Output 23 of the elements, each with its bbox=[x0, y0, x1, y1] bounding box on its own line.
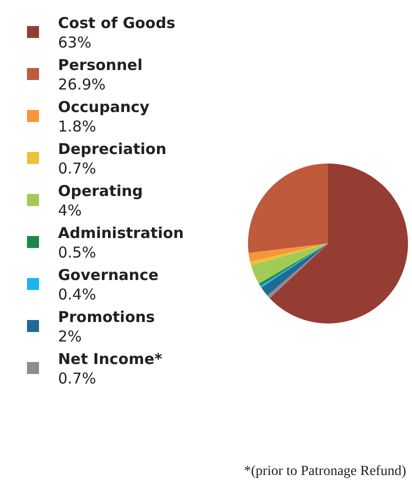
data-label: 0.5% bbox=[58, 244, 96, 262]
pie-slice bbox=[248, 164, 328, 254]
pie-slice bbox=[250, 244, 328, 266]
data-label: 2% bbox=[58, 328, 82, 346]
legend-label: Administration bbox=[58, 224, 184, 242]
data-label: 1.8% bbox=[58, 118, 96, 136]
legend-label: Depreciation bbox=[58, 140, 166, 158]
data-label: 63% bbox=[58, 34, 92, 52]
text: *(prior to Patronage Refund) bbox=[244, 464, 406, 479]
data-label: 4% bbox=[58, 202, 82, 220]
legend-label: Promotions bbox=[58, 308, 155, 326]
data-label: 0.7% bbox=[58, 160, 96, 178]
legend-label: Occupancy bbox=[58, 98, 150, 116]
legend-label: Operating bbox=[58, 182, 143, 200]
legend-label: Net Income* bbox=[58, 350, 162, 368]
data-label: 0.4% bbox=[58, 286, 96, 304]
data-label: 0.7% bbox=[58, 370, 96, 388]
legend-label: Governance bbox=[58, 266, 159, 284]
data-label: 26.9% bbox=[58, 76, 106, 94]
pie-slice bbox=[248, 244, 328, 262]
pie-slice bbox=[270, 164, 408, 324]
legend-label: Cost of Goods bbox=[58, 14, 176, 32]
legend-label: Personnel bbox=[58, 56, 142, 74]
